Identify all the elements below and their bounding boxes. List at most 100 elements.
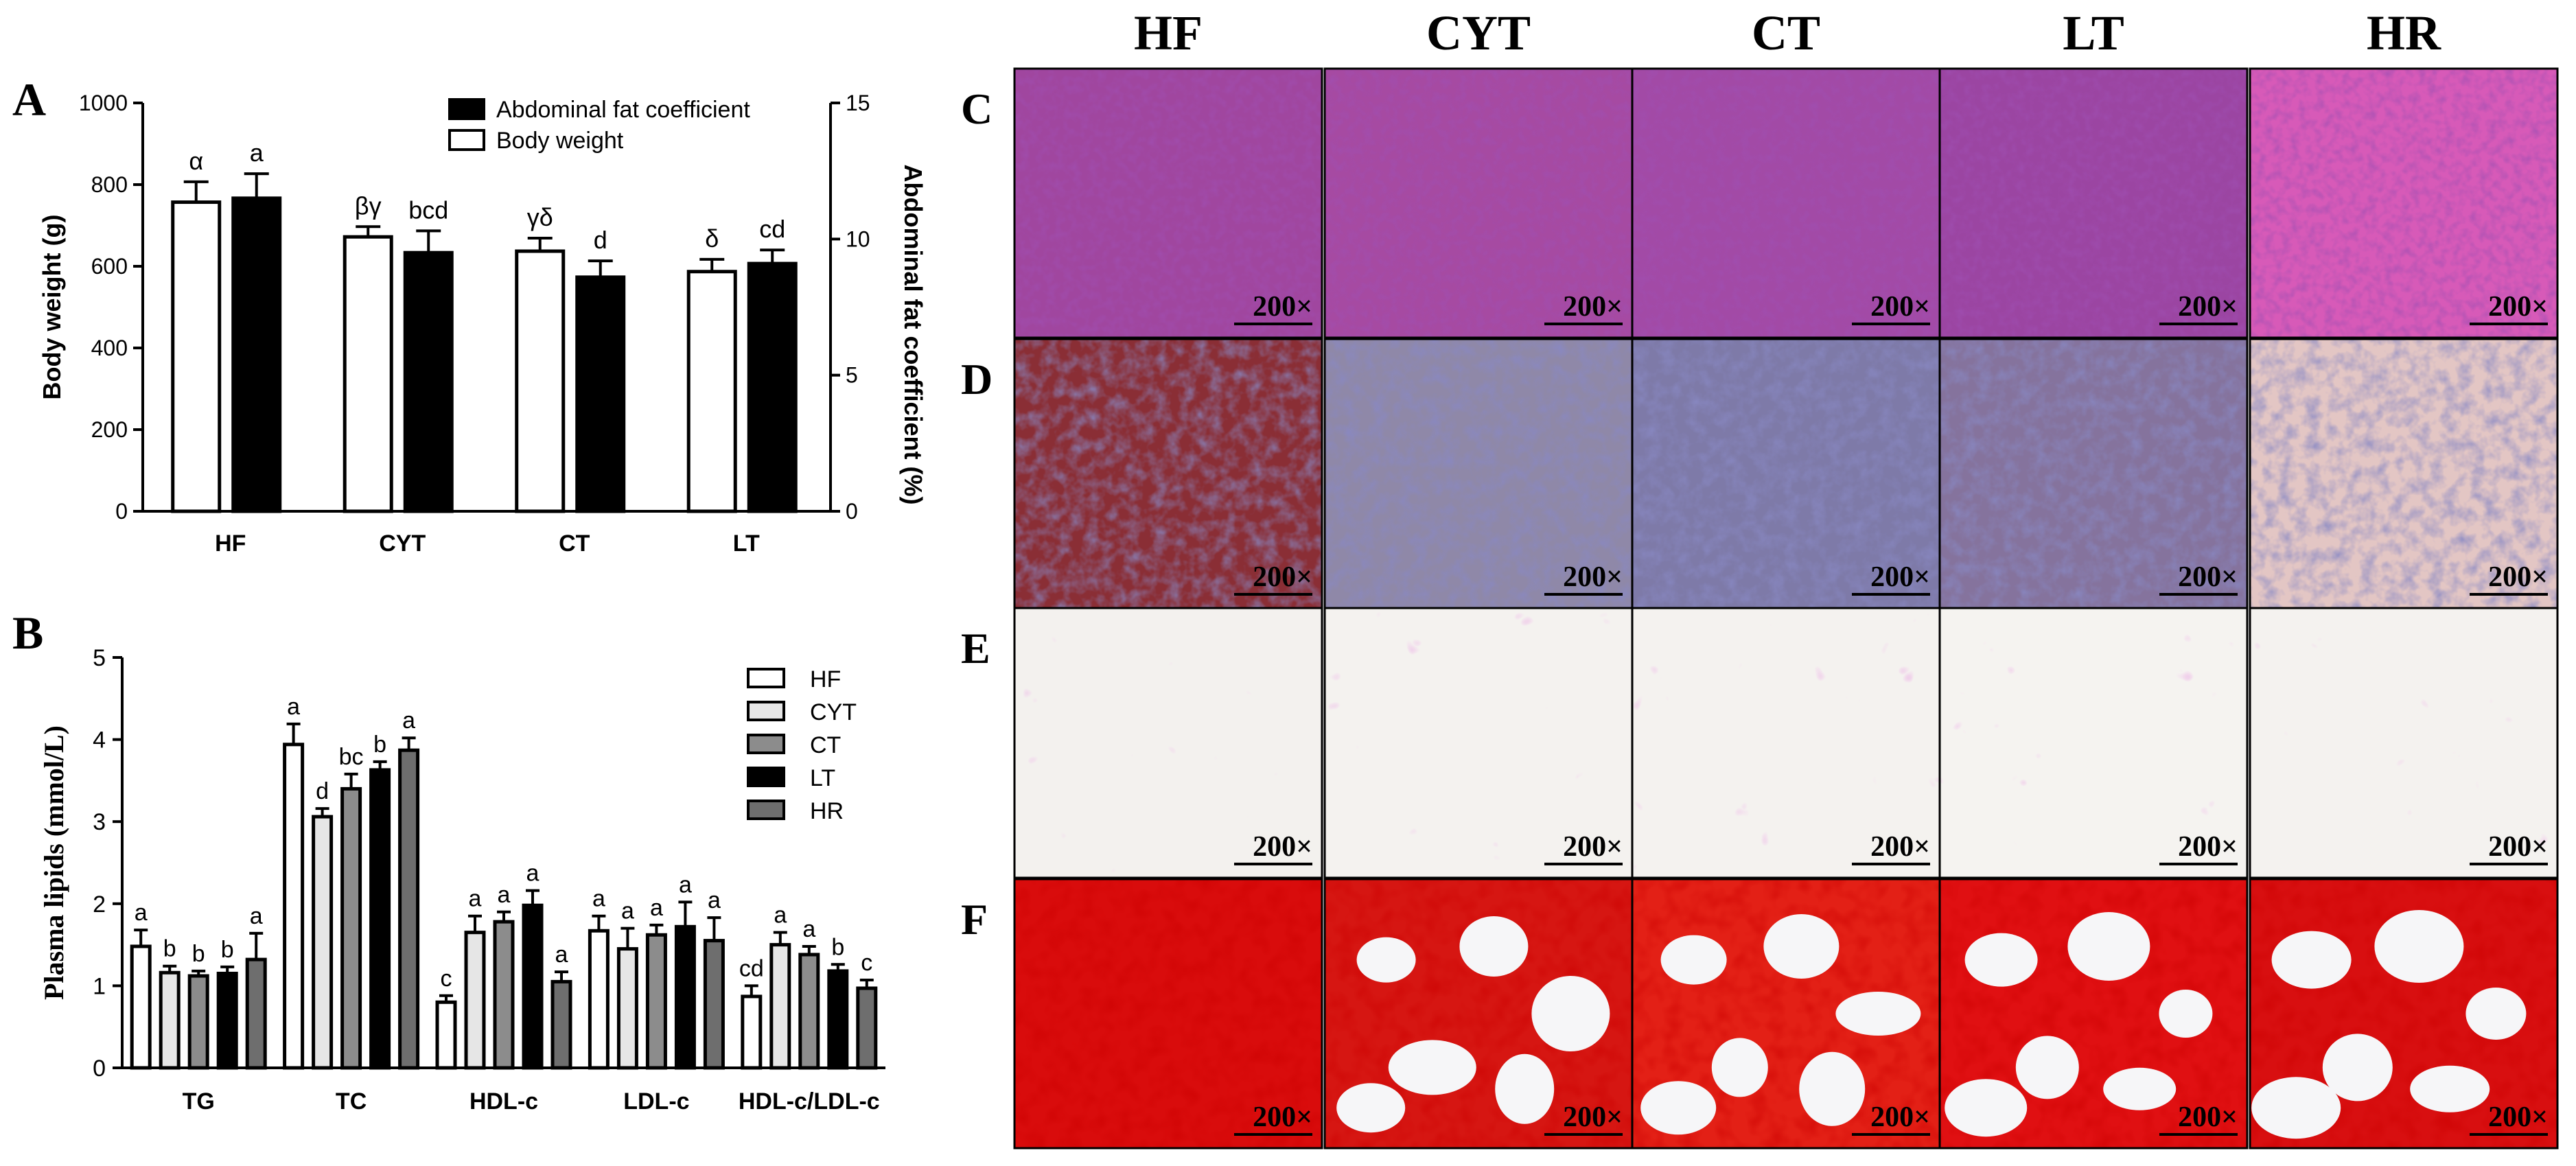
magnification-label: 200×	[2178, 831, 2238, 863]
x-tick-label: CT	[559, 530, 590, 557]
legend-label: HR	[810, 798, 844, 824]
significance-letter: a	[708, 887, 721, 913]
legend-label: CYT	[810, 699, 857, 725]
micrograph-tile: 200×	[1323, 67, 1634, 339]
legend-label: Abdominal fat coefficient	[496, 97, 750, 123]
micrograph-texture	[1632, 608, 1940, 878]
bar	[522, 903, 544, 1070]
micrograph-texture	[1940, 608, 2247, 878]
micrograph-texture	[1014, 608, 1322, 878]
significance-letter: a	[250, 139, 264, 167]
magnification-label: 200×	[1870, 561, 1930, 593]
significance-letter: c	[861, 950, 872, 976]
bar	[171, 200, 222, 513]
y-tick-label: 600	[91, 254, 128, 279]
row-letter: F	[961, 895, 988, 944]
magnification-label: 200×	[1563, 561, 1623, 593]
bar	[216, 971, 238, 1070]
y2-tick-label: 0	[846, 499, 858, 524]
row-letter: C	[961, 84, 993, 133]
bar	[283, 743, 305, 1070]
y2-axis-title: Abdominal fat coefficient (%)	[899, 164, 927, 504]
y-tick-label: 5	[93, 645, 106, 671]
x-tick-label: LT	[733, 530, 760, 557]
significance-letter: b	[831, 934, 844, 960]
panel-letter-b: B	[12, 607, 43, 659]
lipid-void	[1531, 976, 1610, 1051]
magnification-label: 200×	[1870, 1101, 1930, 1133]
lipid-void	[2015, 1036, 2079, 1099]
bar	[674, 924, 696, 1070]
histology-grid: HF CYT CT LT HR C D E F 200× 200× 200× 200× 200× 200× 2…	[961, 5, 2559, 1150]
magnification-label: 200×	[1870, 291, 1930, 323]
bar	[747, 261, 798, 513]
micrograph-border	[1013, 67, 1323, 339]
lipid-void	[1835, 992, 1921, 1036]
micrograph-border	[2249, 607, 2559, 879]
bar	[686, 270, 737, 513]
bar	[343, 235, 393, 513]
lipid-void	[2374, 910, 2464, 983]
bar	[769, 943, 791, 1070]
x-tick-label: TC	[336, 1088, 367, 1115]
micrograph-tile: 200×	[1631, 67, 1941, 339]
row-letter: E	[961, 624, 990, 673]
significance-letter: a	[135, 900, 148, 926]
bar	[130, 944, 152, 1070]
significance-letter: bc	[339, 744, 364, 770]
legend-swatch	[448, 129, 485, 151]
significance-letter: δ	[705, 224, 719, 253]
x-tick-label: LDL-c	[623, 1088, 689, 1115]
micrograph-tile: 200×	[1631, 338, 1941, 609]
micrograph-tile: 200×	[1631, 878, 1941, 1150]
significance-letter: c	[441, 966, 452, 992]
bar	[435, 1000, 457, 1070]
lipid-void	[2103, 1067, 2177, 1110]
lipid-void	[1945, 1079, 2028, 1137]
bar	[741, 994, 763, 1070]
micrograph-tile: 200×	[1631, 607, 1941, 879]
micrograph-tile: 200×	[1013, 67, 1323, 339]
significance-letter: bcd	[408, 196, 448, 224]
significance-letter: b	[163, 936, 176, 962]
micrograph-texture	[1014, 69, 1322, 338]
bar	[245, 957, 267, 1070]
y-tick-label: 1	[93, 973, 106, 999]
y-axis-title: Plasma lipids (mmol/L)	[38, 725, 69, 1000]
micrograph-texture	[1325, 608, 1632, 878]
y-tick-label: 2	[93, 891, 106, 918]
y-tick-label: 200	[91, 417, 128, 442]
micrograph-texture	[1940, 69, 2247, 338]
micrograph-texture	[1325, 339, 1632, 608]
y-tick-label: 400	[91, 336, 128, 360]
magnification-label: 200×	[1253, 561, 1312, 593]
legend-swatch	[747, 800, 785, 820]
magnification-label: 200×	[2178, 1101, 2238, 1133]
legend-label: LT	[810, 765, 835, 791]
bar	[398, 748, 420, 1070]
micrograph-texture	[1325, 69, 1632, 338]
bar	[464, 931, 486, 1070]
lipid-void	[1763, 914, 1840, 979]
bar	[550, 979, 572, 1070]
micrograph-texture	[1014, 339, 1322, 608]
column-title: LT	[2063, 5, 2124, 60]
micrograph-texture	[1940, 339, 2247, 608]
micrograph-texture	[2250, 608, 2557, 878]
significance-letter: d	[594, 226, 607, 254]
legend-swatch	[747, 668, 785, 688]
magnification-label: 200×	[2488, 831, 2548, 863]
x-tick-label: HDL-c	[469, 1088, 538, 1115]
magnification-label: 200×	[1563, 831, 1623, 863]
x-tick-label: HDL-c/LDL-c	[739, 1088, 880, 1115]
significance-letter: a	[621, 898, 634, 924]
significance-letter: a	[679, 872, 692, 898]
lipid-void	[2271, 931, 2352, 989]
magnification-label: 200×	[1563, 291, 1623, 323]
micrograph-border	[2249, 67, 2559, 339]
micrograph-tile: 200×	[2249, 67, 2559, 339]
bar	[575, 275, 626, 513]
bar	[827, 969, 849, 1070]
lipid-void	[2410, 1065, 2490, 1112]
